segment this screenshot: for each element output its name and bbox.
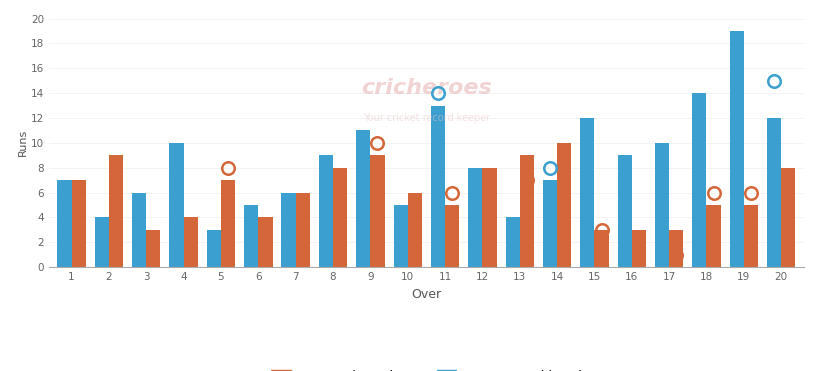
- Bar: [743, 205, 757, 267]
- Bar: [393, 205, 407, 267]
- Bar: [556, 143, 571, 267]
- Text: Your cricket record keeper: Your cricket record keeper: [362, 113, 490, 123]
- Bar: [766, 118, 781, 267]
- Bar: [542, 180, 556, 267]
- Bar: [281, 193, 296, 267]
- Bar: [109, 155, 123, 267]
- Bar: [258, 217, 272, 267]
- Bar: [668, 230, 682, 267]
- Bar: [445, 205, 459, 267]
- Bar: [183, 217, 197, 267]
- Bar: [631, 230, 645, 267]
- Bar: [654, 143, 668, 267]
- Bar: [370, 155, 384, 267]
- Bar: [781, 168, 794, 267]
- Bar: [580, 118, 594, 267]
- Bar: [617, 155, 631, 267]
- Bar: [170, 143, 183, 267]
- Bar: [594, 230, 608, 267]
- Bar: [430, 105, 445, 267]
- Legend: CAB Maharashtra, CAB Uttarakhand: CAB Maharashtra, CAB Uttarakhand: [264, 363, 588, 371]
- Y-axis label: Runs: Runs: [18, 129, 29, 157]
- Bar: [482, 168, 496, 267]
- Bar: [407, 193, 422, 267]
- Bar: [244, 205, 258, 267]
- Bar: [505, 217, 519, 267]
- Bar: [206, 230, 221, 267]
- X-axis label: Over: Over: [411, 288, 441, 301]
- Bar: [468, 168, 482, 267]
- Bar: [95, 217, 109, 267]
- Bar: [519, 155, 533, 267]
- Bar: [296, 193, 310, 267]
- Text: cricheroes: cricheroes: [360, 78, 491, 98]
- Bar: [71, 180, 86, 267]
- Bar: [355, 130, 370, 267]
- Bar: [57, 180, 71, 267]
- Bar: [691, 93, 706, 267]
- Bar: [221, 180, 235, 267]
- Bar: [132, 193, 146, 267]
- Bar: [146, 230, 161, 267]
- Bar: [729, 31, 743, 267]
- Bar: [706, 205, 720, 267]
- Bar: [333, 168, 346, 267]
- Bar: [319, 155, 333, 267]
